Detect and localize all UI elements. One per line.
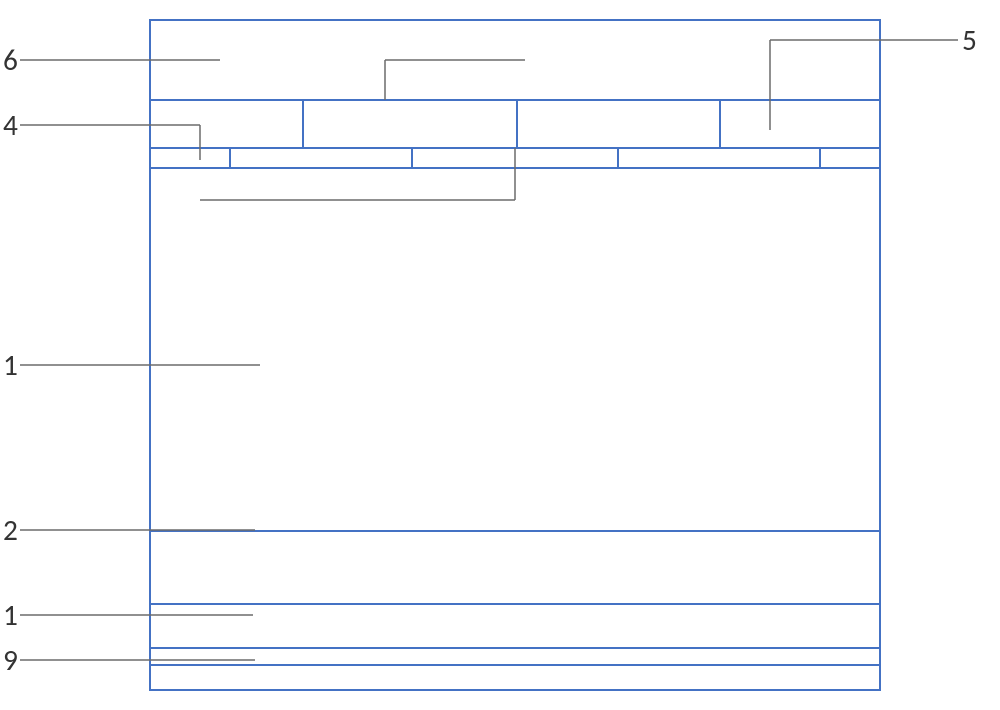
diagram-svg — [0, 0, 1000, 710]
callout-label-1: 1 — [3, 347, 18, 383]
callout-label-5: 5 — [962, 22, 977, 58]
callout-label-1: 1 — [3, 597, 18, 633]
callout-label-2: 2 — [3, 512, 18, 548]
callout-label-4: 4 — [3, 107, 18, 143]
callout-label-9: 9 — [3, 642, 18, 678]
callout-label-6: 6 — [3, 42, 18, 78]
